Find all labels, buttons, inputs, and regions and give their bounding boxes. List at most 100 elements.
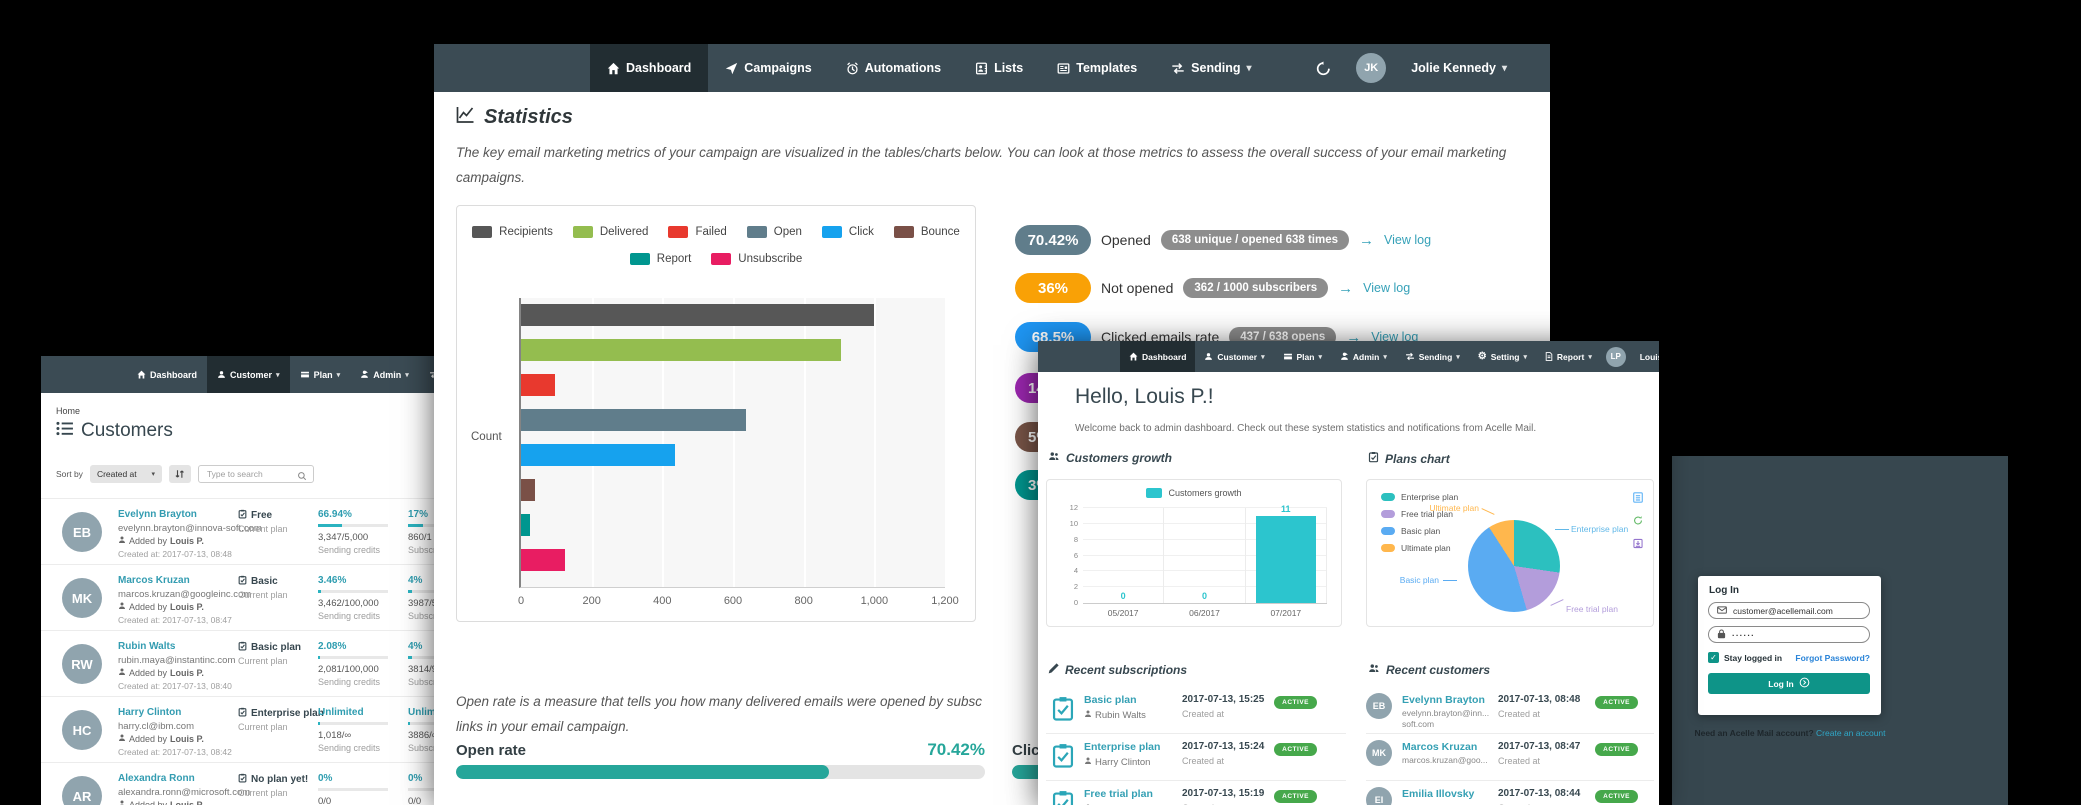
view-log-link[interactable]: View log: [1363, 281, 1411, 295]
login-button[interactable]: Log In: [1708, 673, 1870, 694]
history-button[interactable]: [1299, 44, 1348, 92]
open-rate-description-line2: links in your email campaign.: [456, 719, 630, 734]
plan-name: Basic plan: [238, 641, 301, 654]
user-menu[interactable]: Jolie Kennedy ▾: [1394, 44, 1524, 92]
subscription-plan-link[interactable]: Enterprise plan: [1084, 741, 1161, 753]
gridline: [803, 298, 806, 587]
plan-name: No plan yet!: [238, 773, 308, 786]
nav-plan[interactable]: Plan ▾: [1274, 341, 1331, 372]
nav-label: Lists: [994, 61, 1024, 75]
email-field[interactable]: customer@acellemail.com: [1708, 602, 1870, 619]
nav-lists[interactable]: Lists: [958, 44, 1040, 92]
nav-dashboard[interactable]: Dashboard: [1120, 341, 1196, 372]
y-tick-label: 12: [1069, 503, 1078, 512]
credits-progressbar: [318, 722, 388, 725]
search-input[interactable]: [197, 465, 314, 483]
nav-campaigns[interactable]: Campaigns: [708, 44, 828, 92]
sort-by-label: Sort by: [56, 468, 83, 479]
view-log-link[interactable]: View log: [1371, 330, 1419, 344]
customer-name-link[interactable]: Evelynn Brayton: [118, 509, 197, 520]
created-date: 2017-07-13, 15:24: [1182, 741, 1265, 752]
gridline: [733, 298, 735, 587]
user-avatar[interactable]: JK: [1356, 53, 1387, 83]
customer-name-link[interactable]: Evelynn Brayton: [1402, 694, 1485, 706]
bar-click: [521, 444, 676, 466]
chevron-down-icon: ▾: [1383, 353, 1387, 361]
pie-callout-line: [1443, 580, 1457, 581]
nav-templates[interactable]: Templates: [1040, 44, 1154, 92]
customer-name-link[interactable]: Marcos Kruzan: [1402, 741, 1478, 753]
nav-admin[interactable]: Admin ▾: [350, 356, 419, 393]
customer-name-link[interactable]: Emilia Illovsky: [1402, 788, 1475, 800]
customer-name-link[interactable]: Alexandra Ronn: [118, 773, 195, 784]
list-icon: [56, 420, 73, 442]
pie-callout-line: [1481, 508, 1495, 515]
nav-dashboard[interactable]: Dashboard: [127, 356, 207, 393]
sort-row: Sort by Created at ▾: [56, 464, 314, 483]
forgot-password-link[interactable]: Forgot Password?: [1795, 652, 1870, 663]
nav-automations[interactable]: Automations: [829, 44, 958, 92]
refresh-icon[interactable]: [1633, 513, 1643, 531]
chevron-down-icon: ▾: [336, 370, 341, 379]
customer-name-link[interactable]: Marcos Kruzan: [118, 575, 190, 586]
view-log-link[interactable]: View log: [1384, 233, 1432, 247]
nav-report[interactable]: Report ▾: [1536, 341, 1601, 372]
clipboard-icon: [238, 509, 247, 522]
nav-customer[interactable]: Customer ▾: [1195, 341, 1273, 372]
sort-select[interactable]: Created at ▾: [89, 464, 162, 483]
recent-customers-heading: Recent customers: [1368, 663, 1490, 677]
plan-sub-label: Current plan: [238, 656, 288, 666]
legend-swatch: [572, 226, 593, 238]
y-tick-label: 4: [1073, 566, 1078, 576]
credits-value: 0/0: [318, 796, 332, 805]
credits-progress-fill: [318, 524, 342, 527]
password-field[interactable]: ······: [1708, 626, 1870, 643]
line-chart-icon: [456, 106, 475, 129]
customer-name-link[interactable]: Harry Clinton: [118, 707, 182, 718]
created-label: Created at: [1498, 709, 1541, 719]
subscribers-cell: Unlimited 3886/∞ Subscribers: [408, 707, 437, 753]
legend-label: Delivered: [599, 226, 649, 238]
nav-sending[interactable]: Sending ▾: [1154, 44, 1268, 92]
subscribers-percent: 4%: [408, 575, 423, 586]
status-badge: ACTIVE: [1274, 790, 1317, 803]
create-account-link[interactable]: Create an account: [1816, 728, 1886, 738]
nav-setting[interactable]: ⚙ Setting ▾: [1469, 341, 1536, 372]
stay-logged-in-checkbox[interactable]: ✓: [1708, 652, 1719, 663]
bar-delivered: [521, 339, 841, 361]
sort-direction-button[interactable]: [168, 464, 191, 483]
nav-dashboard[interactable]: Dashboard: [590, 44, 709, 92]
added-by-text: Added by: [129, 734, 168, 744]
customer-name-link[interactable]: Rubin Walts: [118, 641, 176, 652]
breadcrumb[interactable]: Home: [56, 406, 81, 416]
nav-sending[interactable]: Sending ▾: [1396, 341, 1469, 372]
nav-customer[interactable]: Customer ▾: [207, 356, 290, 393]
subscribers-progressbar: [408, 722, 437, 725]
avatar: HC: [62, 710, 102, 750]
table-view-icon[interactable]: [1633, 490, 1643, 508]
nav-label: Admin: [1352, 351, 1380, 362]
added-by-user: Louis P.: [170, 734, 204, 744]
nav-plan[interactable]: Plan ▾: [290, 356, 351, 393]
legend-swatch: [1146, 488, 1163, 498]
plan-sub-label: Current plan: [238, 590, 288, 600]
user-menu[interactable]: Louis P.▾: [1631, 341, 1659, 372]
subscription-plan-link[interactable]: Basic plan: [1084, 694, 1137, 706]
avatar: MK: [62, 578, 102, 618]
page-title: Statistics: [456, 106, 573, 129]
subscribers-cell: 4% 3814/9 Subscribers: [408, 641, 437, 687]
nav-admin[interactable]: Admin ▾: [1331, 341, 1396, 372]
plan-sub-label: Current plan: [238, 788, 288, 798]
user-avatar[interactable]: LP: [1605, 346, 1626, 367]
avatar: RW: [62, 644, 102, 684]
admin-icon: [360, 370, 369, 379]
subscription-plan-link[interactable]: Free trial plan: [1084, 788, 1153, 800]
signup-prompt-text: Need an Acelle Mail account?: [1694, 728, 1814, 738]
legend-item: Open: [746, 226, 802, 238]
page-title-text: Customers: [81, 420, 173, 441]
arrows-icon: [1171, 62, 1185, 75]
clipboard-icon: [1368, 451, 1379, 466]
download-icon[interactable]: [1633, 536, 1643, 554]
x-tick-label: 07/2017: [1270, 608, 1302, 618]
recent-subscriptions-heading: Recent subscriptions: [1048, 663, 1187, 677]
